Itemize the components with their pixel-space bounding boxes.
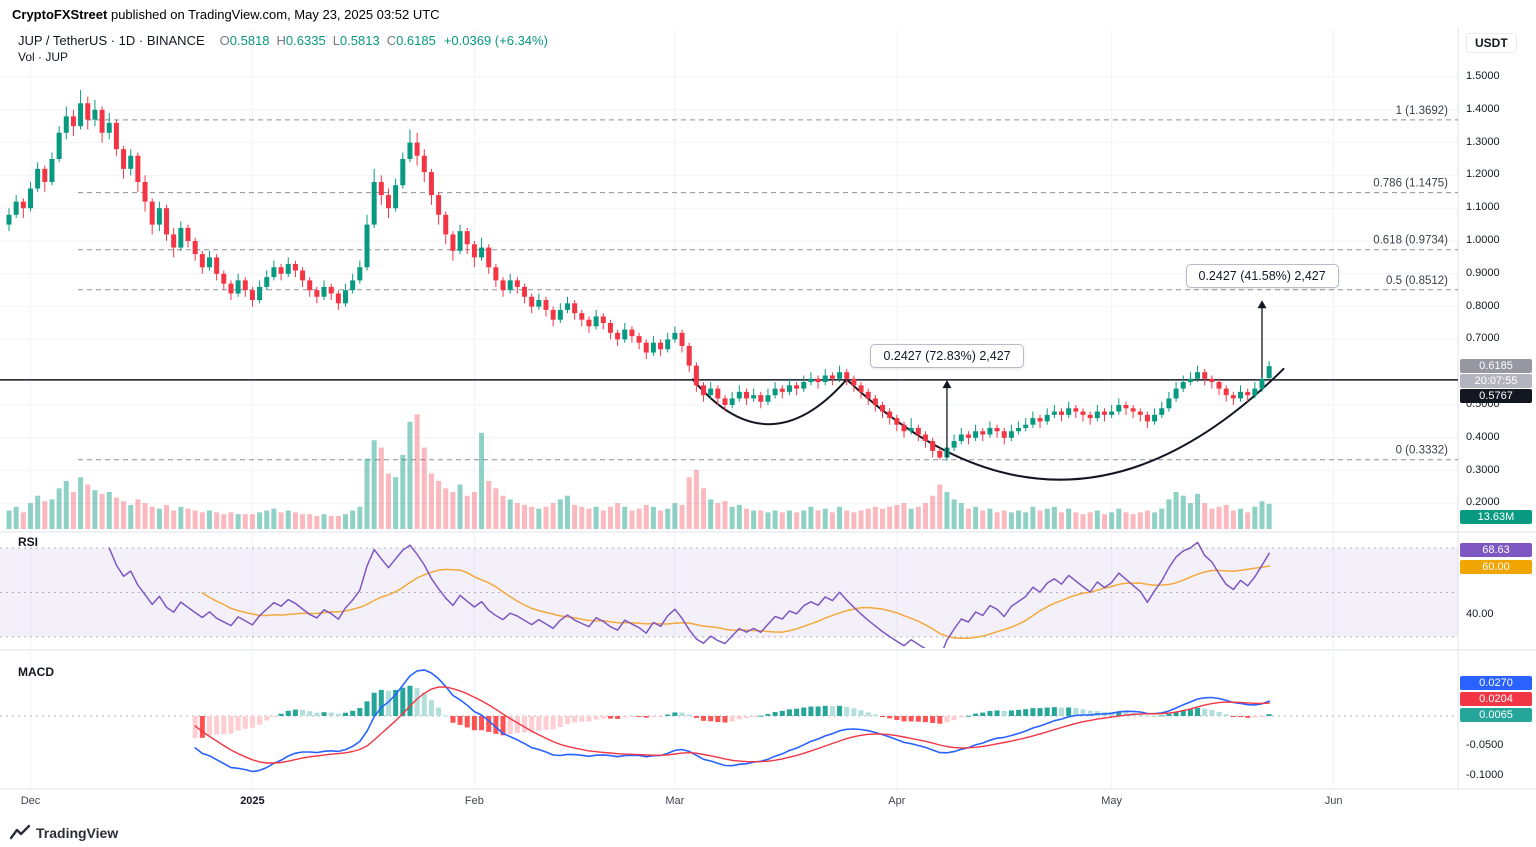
axis-label: 1.3000 (1466, 135, 1500, 148)
price-axis[interactable]: 1.5000 1.4000 1.3000 1.2000 1.1000 1.0000 0.90… (1458, 0, 1536, 790)
low-value: 0.5813 (339, 33, 380, 48)
axis-label: 0.7000 (1466, 332, 1500, 345)
countdown-badge: 20:07:55 (1460, 374, 1532, 388)
publisher-name: CryptoFXStreet (12, 7, 108, 22)
axis-label: 40.00 (1466, 607, 1494, 620)
high-label: H (276, 33, 286, 48)
rsi-pane-label[interactable]: RSI (18, 535, 39, 549)
candles-layer (6, 90, 1272, 461)
volume-badge: 13.63M (1460, 510, 1532, 524)
axis-label: 1.0000 (1466, 234, 1500, 246)
high-value: 0.6335 (285, 33, 326, 48)
rsi-pane (0, 541, 1458, 648)
axis-label: 1.2000 (1466, 168, 1500, 181)
rsi-value-badge: 68.63 (1460, 543, 1532, 557)
axis-label: 0.9000 (1466, 266, 1500, 279)
attribution-bar: CryptoFXStreet published on TradingView.… (0, 0, 1536, 28)
symbol-title[interactable]: JUP / TetherUS · 1D · BINANCE (18, 33, 205, 48)
open-label: O (219, 33, 230, 48)
axis-label: 1.5000 (1466, 70, 1500, 82)
hist-value-badge: 0.0065 (1460, 708, 1532, 722)
tradingview-logo-text[interactable]: TradingView (36, 824, 119, 841)
open-value: 0.5818 (229, 33, 270, 48)
svg-text:0.786 (1.1475): 0.786 (1.1475) (1373, 178, 1448, 190)
axis-label: -0.1000 (1466, 769, 1504, 781)
macd-pane-label[interactable]: MACD (18, 665, 54, 679)
time-axis-label[interactable]: Mar (665, 795, 685, 807)
measure-annotation-2[interactable]: 0.2427 (41.58%) 2,427 (1185, 264, 1339, 289)
axis-label: 1.1000 (1466, 201, 1500, 214)
svg-text:0.618 (0.9734): 0.618 (0.9734) (1373, 235, 1448, 247)
axis-label: 0.4000 (1466, 430, 1500, 443)
time-axis-label[interactable]: Jun (1324, 795, 1343, 807)
close-label: C (386, 33, 397, 48)
svg-text:1 (1.3692): 1 (1.3692) (1396, 105, 1449, 117)
axis-currency-label[interactable]: USDT (1466, 33, 1517, 53)
last-price-badge: 0.6185 (1460, 359, 1532, 373)
measure-arrows (942, 300, 1267, 458)
cup-pattern-arcs (691, 367, 1285, 481)
time-axis-label[interactable]: May (1101, 795, 1123, 807)
change-value: +0.0369 (+6.34%) (443, 33, 548, 48)
time-axis-label[interactable]: Feb (464, 795, 484, 807)
attribution-text: published on TradingView.com, May 23, 20… (107, 7, 440, 22)
rsi-ma-value-badge: 60.00 (1460, 560, 1532, 574)
axis-label: 1.4000 (1466, 102, 1500, 115)
time-axis-label[interactable]: 2025 (240, 795, 265, 807)
tradingview-logo-icon[interactable] (10, 824, 30, 842)
svg-text:0 (0.3332): 0 (0.3332) (1396, 445, 1449, 457)
close-value: 0.6185 (396, 33, 436, 48)
symbol-header: JUP / TetherUS · 1D · BINANCE O0.5818 H0.6… (18, 33, 548, 48)
axis-label: 0.8000 (1466, 299, 1500, 312)
axis-label: 0.3000 (1466, 463, 1500, 476)
low-label: L (332, 33, 340, 48)
time-axis-label[interactable]: Apr (888, 795, 906, 807)
signal-value-badge: 0.0204 (1460, 692, 1532, 706)
svg-text:0.5 (0.8512): 0.5 (0.8512) (1386, 275, 1448, 287)
time-axis-label[interactable]: Dec (20, 795, 41, 807)
volume-bars (6, 414, 1272, 529)
line-price-badge: 0.5767 (1460, 389, 1532, 403)
measure-annotation-1[interactable]: 0.2427 (72.83%) 2,427 (870, 344, 1024, 369)
macd-value-badge: 0.0270 (1460, 676, 1532, 690)
axis-label: -0.0500 (1466, 739, 1504, 751)
volume-indicator-label[interactable]: Vol · JUP (18, 50, 69, 64)
macd-pane (0, 669, 1458, 773)
axis-label: 0.2000 (1466, 496, 1500, 509)
time-axis[interactable]: Dec 2025 Feb Mar Apr May Jun (0, 790, 1458, 818)
footer-bar: TradingView (0, 818, 1536, 847)
